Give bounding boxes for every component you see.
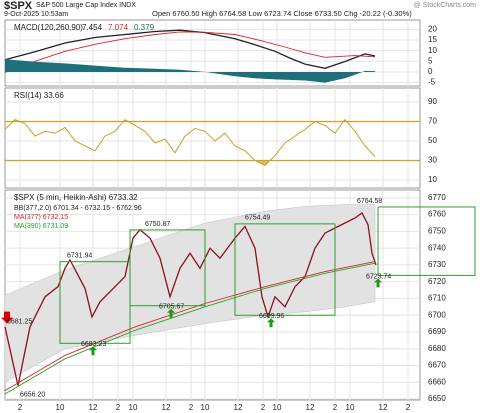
low-label: 6699.96 xyxy=(259,313,284,320)
legend-entry: MA(377) 6732.15 xyxy=(14,214,68,221)
annotation-label: 6656.20 xyxy=(20,391,45,398)
x-tick-label: 2 xyxy=(406,403,411,412)
x-tick-label: 12 xyxy=(234,403,243,412)
y-tick-label: 6660 xyxy=(428,377,446,386)
legend-entry: MA(390) 6731.09 xyxy=(14,223,68,230)
series-line xyxy=(4,262,376,395)
y-tick-label: 15 xyxy=(428,35,437,44)
buy-arrow xyxy=(374,278,382,288)
symbol: $SPX xyxy=(4,0,33,12)
low-label: 6683.23 xyxy=(81,341,106,348)
x-tick-label: 12 xyxy=(379,403,388,412)
y-tick-label: 6670 xyxy=(428,361,446,370)
y-tick-label: 6750 xyxy=(428,227,446,236)
x-tick-label: 10 xyxy=(201,403,210,412)
range-box xyxy=(129,229,206,307)
x-tick-label: 12 xyxy=(89,403,98,412)
y-tick-label: 6680 xyxy=(428,344,446,353)
x-tick-label: 10 xyxy=(273,403,282,412)
legend-entry: 0.379 xyxy=(134,23,155,32)
y-tick-label: 20 xyxy=(428,24,437,33)
y-tick-label: 0 xyxy=(428,67,433,76)
y-tick-label: -5 xyxy=(428,78,436,87)
y-tick-label: 10 xyxy=(428,175,437,184)
x-tick-label: 2 xyxy=(189,403,194,412)
legend-entry: 7.074 xyxy=(108,23,129,32)
sell-arrow xyxy=(1,311,13,324)
legend-entry: 7.454 xyxy=(82,23,103,32)
panel-title: RSI(14) 33.66 xyxy=(14,91,64,100)
high-label: 6754.49 xyxy=(245,215,270,222)
low-label: 6705.67 xyxy=(159,304,184,311)
y-tick-label: 50 xyxy=(428,136,437,145)
panel-border xyxy=(4,19,421,87)
y-tick-label: 6740 xyxy=(428,243,446,252)
index-name: S&P 500 Large Cap Index INDX xyxy=(36,2,136,9)
y-tick-label: 6730 xyxy=(428,260,446,269)
high-label: 6750.87 xyxy=(145,221,170,228)
y-tick-label: 6690 xyxy=(428,327,446,336)
y-tick-label: 6650 xyxy=(428,394,446,403)
quote: Open 6760.50 High 6764.58 Low 6723.74 Cl… xyxy=(152,9,412,18)
histogram-area xyxy=(5,59,375,83)
panel-title: MACD(120,260,90) xyxy=(14,23,83,32)
y-tick-label: 70 xyxy=(428,117,437,126)
x-tick-label: 2 xyxy=(333,403,338,412)
buy-arrow xyxy=(167,308,175,318)
band-legend: BB(377,2.0) 6701.34 - 6732.15 - 6762.96 xyxy=(14,205,142,212)
range-box xyxy=(377,206,476,276)
y-tick-label: 6770 xyxy=(428,193,446,202)
high-label: 6731.94 xyxy=(67,253,92,260)
range-box xyxy=(234,223,336,316)
y-tick-label: 30 xyxy=(428,156,437,165)
low-label: 6723.74 xyxy=(366,273,391,280)
x-tick-label: 2 xyxy=(116,403,121,412)
x-tick-label: 12 xyxy=(306,403,315,412)
high-label: 6764.58 xyxy=(357,198,382,205)
rsi-line xyxy=(4,118,376,167)
y-tick-label: 6710 xyxy=(428,294,446,303)
y-tick-label: 6760 xyxy=(428,210,446,219)
buy-arrow xyxy=(267,318,275,328)
y-tick-label: 90 xyxy=(428,97,437,106)
annotation-label: 6681.25 xyxy=(7,318,32,325)
y-tick-label: 6720 xyxy=(428,277,446,286)
y-tick-label: 5 xyxy=(428,56,433,65)
x-tick-label: 2 xyxy=(18,403,23,412)
y-tick-label: 6700 xyxy=(428,310,446,319)
series-line xyxy=(4,29,376,69)
x-tick-label: 12 xyxy=(162,403,171,412)
panel-title: $SPX (5 min, Heikin-Ashi) 6733.32 xyxy=(14,193,138,202)
date: 9-Oct-2025 10:53am xyxy=(4,11,68,18)
panel-border xyxy=(4,87,421,189)
x-tick-label: 10 xyxy=(56,403,65,412)
y-tick-label: 10 xyxy=(428,46,437,55)
source: @ StockCharts.com xyxy=(414,2,477,9)
x-tick-label: 2 xyxy=(261,403,266,412)
x-tick-label: 10 xyxy=(129,403,138,412)
buy-arrow xyxy=(89,346,97,356)
x-tick-label: 10 xyxy=(346,403,355,412)
series-line xyxy=(4,31,376,73)
